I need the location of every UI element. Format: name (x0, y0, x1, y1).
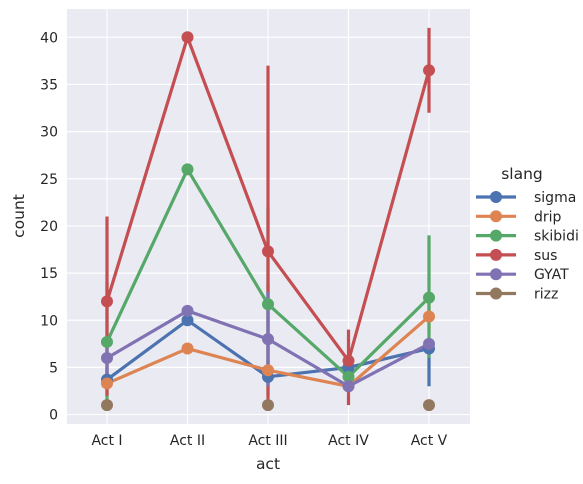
point-rizz (262, 399, 274, 412)
point-sus (262, 245, 274, 258)
point-gyat (262, 333, 274, 346)
y-tick-label: 10 (40, 313, 58, 329)
y-tick-label: 30 (40, 125, 58, 141)
legend-marker-sigma (490, 191, 502, 203)
x-tick-labels: Act I Act II Act III Act IV Act V (91, 433, 447, 449)
point-drip (262, 364, 274, 377)
legend-label-rizz: rizz (534, 287, 558, 303)
point-gyat (342, 380, 355, 393)
point-skibidi (181, 163, 194, 176)
legend: slang sigma drip skibidi sus GYAT rizz (476, 165, 579, 303)
legend-marker-skibidi (490, 229, 502, 242)
legend-label-gyat: GYAT (534, 267, 569, 283)
x-tick-label: Act V (411, 433, 448, 449)
point-skibidi (423, 291, 435, 304)
y-tick-label: 15 (40, 266, 58, 282)
point-gyat (423, 337, 435, 350)
legend-label-sus: sus (534, 248, 557, 264)
point-skibidi (342, 370, 355, 383)
y-axis-title: count (10, 194, 28, 238)
y-tick-labels: 0 5 10 15 20 25 30 35 40 (40, 30, 58, 423)
point-gyat (101, 351, 113, 364)
legend-title: slang (501, 165, 543, 183)
point-sigma (181, 314, 194, 327)
legend-marker-rizz (490, 287, 502, 300)
point-sus (101, 295, 113, 308)
y-tick-label: 35 (40, 77, 58, 93)
legend-marker-gyat (490, 268, 502, 281)
y-tick-label: 5 (49, 360, 58, 376)
y-tick-label: 40 (40, 30, 58, 46)
point-drip (423, 310, 435, 323)
point-sus (342, 354, 355, 367)
series-points (101, 31, 435, 412)
x-tick-label: Act III (248, 433, 287, 449)
point-skibidi (101, 335, 113, 348)
x-tick-label: Act II (170, 433, 205, 449)
legend-marker-sus (490, 248, 502, 261)
y-tick-label: 20 (40, 219, 58, 235)
point-rizz (101, 399, 113, 412)
legend-label-sigma: sigma (534, 190, 576, 206)
point-drip (181, 342, 194, 355)
y-tick-label: 0 (49, 408, 58, 424)
y-tick-label: 25 (40, 172, 58, 188)
point-rizz (423, 399, 435, 412)
legend-label-skibidi: skibidi (534, 229, 579, 245)
legend-marker-drip (490, 210, 502, 223)
x-axis-title: act (256, 455, 280, 473)
point-gyat (181, 304, 194, 317)
x-tick-label: Act IV (328, 433, 369, 449)
point-skibidi (262, 298, 274, 311)
point-sus (181, 31, 194, 44)
x-tick-label: Act I (91, 433, 122, 449)
point-drip (101, 377, 113, 390)
legend-label-drip: drip (534, 209, 562, 225)
point-sus (423, 64, 435, 77)
